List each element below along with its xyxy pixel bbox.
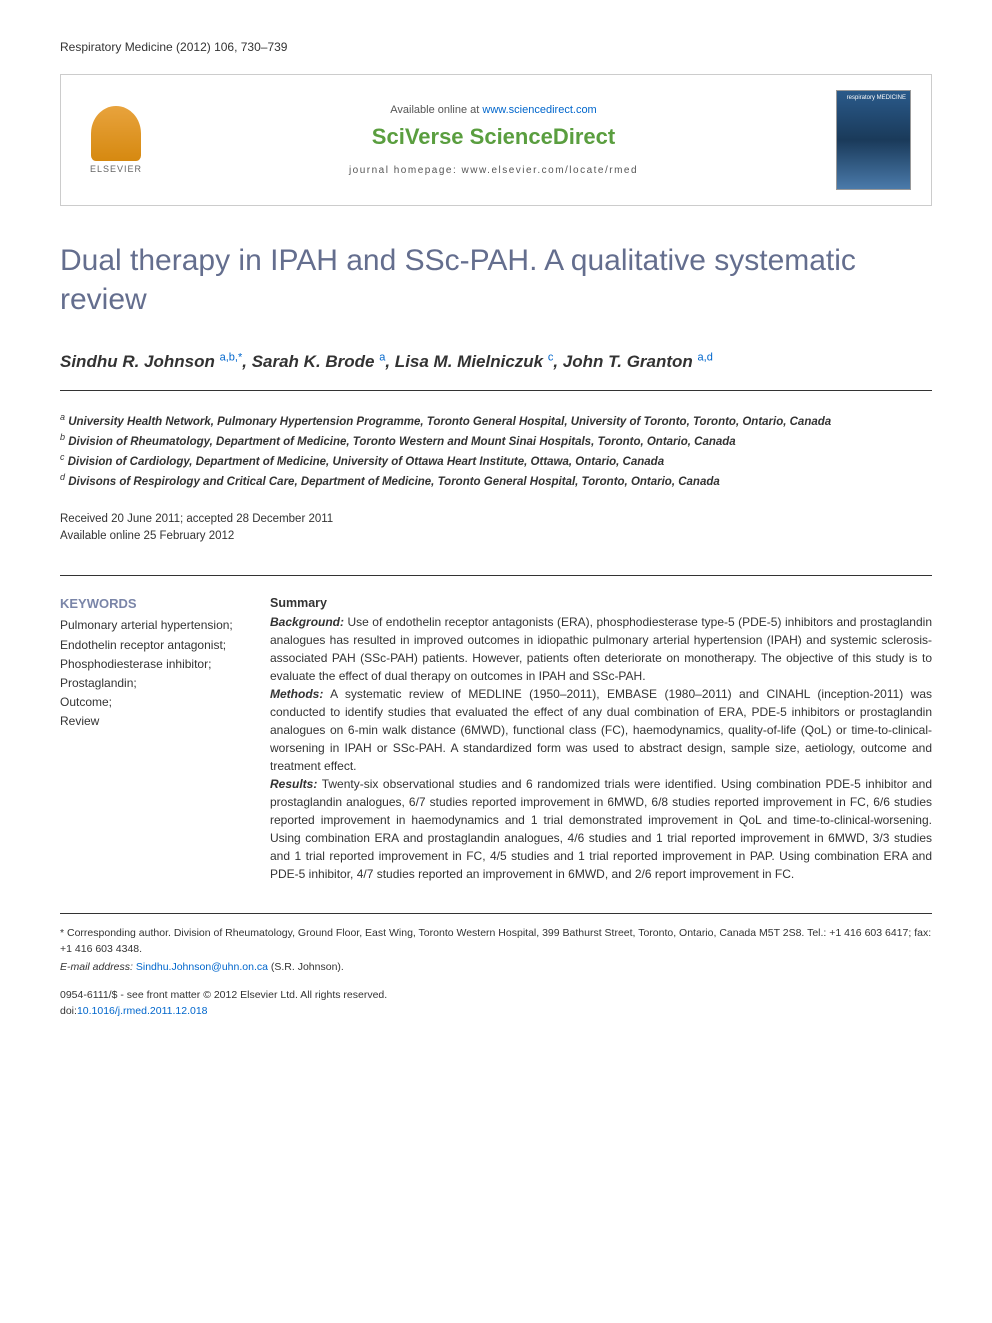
methods-text: A systematic review of MEDLINE (1950–201…: [270, 687, 932, 773]
header-box: ELSEVIER Available online at www.science…: [60, 74, 932, 206]
affiliation-b: b Division of Rheumatology, Department o…: [60, 431, 932, 451]
methods-label: Methods:: [270, 687, 323, 701]
article-title: Dual therapy in IPAH and SSc-PAH. A qual…: [60, 241, 932, 319]
cover-label: respiratory MEDICINE: [841, 95, 906, 101]
results-text: Twenty-six observational studies and 6 r…: [270, 777, 932, 881]
elsevier-label: ELSEVIER: [90, 164, 142, 174]
article-dates: Received 20 June 2011; accepted 28 Decem…: [60, 511, 932, 546]
affiliation-a: a University Health Network, Pulmonary H…: [60, 411, 932, 431]
elsevier-tree-icon: [91, 106, 141, 161]
keywords-heading: KEYWORDS: [60, 596, 240, 611]
email-line: E-mail address: Sindhu.Johnson@uhn.on.ca…: [60, 961, 932, 973]
background-text: Use of endothelin receptor antagonists (…: [270, 615, 932, 683]
authors-list: Sindhu R. Johnson a,b,*, Sarah K. Brode …: [60, 349, 932, 375]
online-date: Available online 25 February 2012: [60, 528, 932, 545]
email-link[interactable]: Sindhu.Johnson@uhn.on.ca: [136, 961, 268, 973]
results-label: Results:: [270, 777, 317, 791]
journal-cover-thumbnail: respiratory MEDICINE: [836, 90, 911, 190]
copyright-line: 0954-6111/$ - see front matter © 2012 El…: [60, 988, 932, 1004]
keywords-column: KEYWORDS Pulmonary arterial hypertension…: [60, 596, 240, 883]
doi-link[interactable]: 10.1016/j.rmed.2011.12.018: [77, 1005, 208, 1017]
header-center: Available online at www.sciencedirect.co…: [151, 104, 836, 176]
sciencedirect-link[interactable]: www.sciencedirect.com: [482, 104, 596, 116]
available-prefix: Available online at: [390, 104, 482, 116]
corresponding-author: * Corresponding author. Division of Rheu…: [60, 926, 932, 958]
available-online-text: Available online at www.sciencedirect.co…: [171, 104, 816, 116]
keywords-list: Pulmonary arterial hypertension;Endothel…: [60, 616, 240, 731]
summary-column: Summary Background: Use of endothelin re…: [270, 596, 932, 883]
affiliations: a University Health Network, Pulmonary H…: [60, 411, 932, 491]
doi-line: doi:10.1016/j.rmed.2011.12.018: [60, 1004, 932, 1020]
journal-reference: Respiratory Medicine (2012) 106, 730–739: [60, 40, 932, 54]
received-date: Received 20 June 2011; accepted 28 Decem…: [60, 511, 932, 528]
summary-body: Background: Use of endothelin receptor a…: [270, 613, 932, 883]
summary-heading: Summary: [270, 596, 932, 610]
elsevier-logo: ELSEVIER: [81, 100, 151, 180]
email-suffix: (S.R. Johnson).: [268, 961, 344, 973]
author-divider: [60, 390, 932, 391]
affiliation-d: d Divisons of Respirology and Critical C…: [60, 471, 932, 491]
affiliation-c: c Division of Cardiology, Department of …: [60, 451, 932, 471]
sciverse-brand: SciVerse ScienceDirect: [171, 124, 816, 150]
background-label: Background:: [270, 615, 344, 629]
footer-section: * Corresponding author. Division of Rheu…: [60, 913, 932, 1019]
journal-homepage: journal homepage: www.elsevier.com/locat…: [171, 165, 816, 176]
content-wrapper: KEYWORDS Pulmonary arterial hypertension…: [60, 575, 932, 883]
copyright-block: 0954-6111/$ - see front matter © 2012 El…: [60, 988, 932, 1020]
email-label: E-mail address:: [60, 961, 136, 973]
